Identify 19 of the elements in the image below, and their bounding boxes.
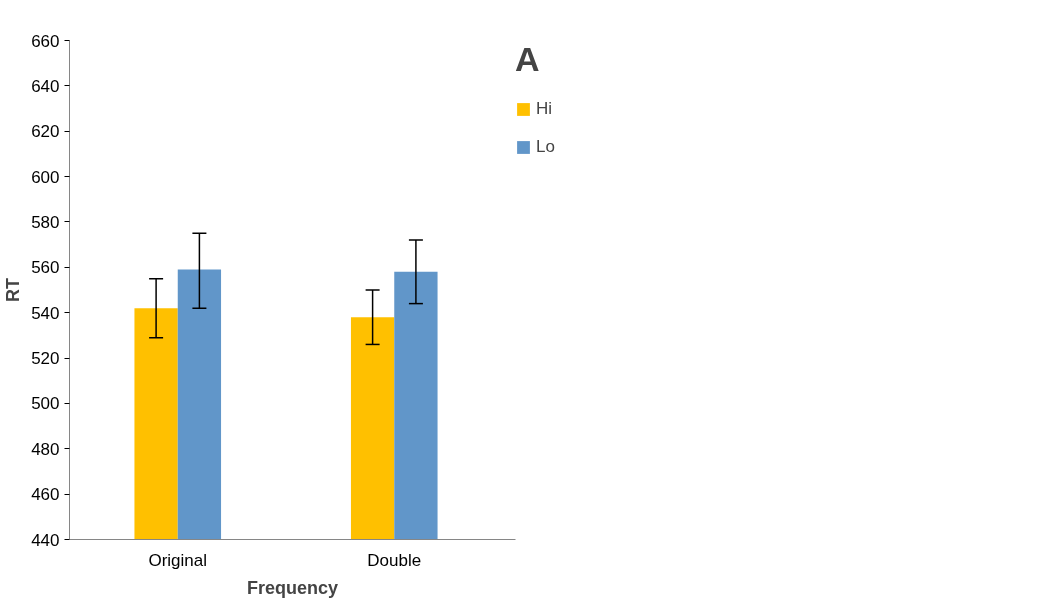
y-axis-title: RT [3,278,24,302]
y-tick-label: 540 [31,303,60,323]
y-tick-label: 620 [31,122,60,142]
y-tick-label: 500 [31,394,60,414]
y-tick-label: 440 [31,530,60,550]
legend-label: Lo [536,137,556,157]
y-tick-label: 600 [31,167,60,187]
y-tick-label: 520 [31,349,60,369]
x-tick-label: Double [367,550,422,570]
y-tick-label: 460 [31,485,60,505]
x-tick-label: Original [148,550,208,570]
x-axis-title: Frequency [246,577,339,598]
legend-label: Hi [536,99,554,119]
y-tick-label: 580 [31,212,60,232]
y-tick-label: 480 [31,439,60,459]
y-tick-label: 560 [31,258,60,278]
annotation: A [515,40,541,79]
y-tick-label: 660 [31,31,60,51]
y-tick-label: 640 [31,76,60,96]
